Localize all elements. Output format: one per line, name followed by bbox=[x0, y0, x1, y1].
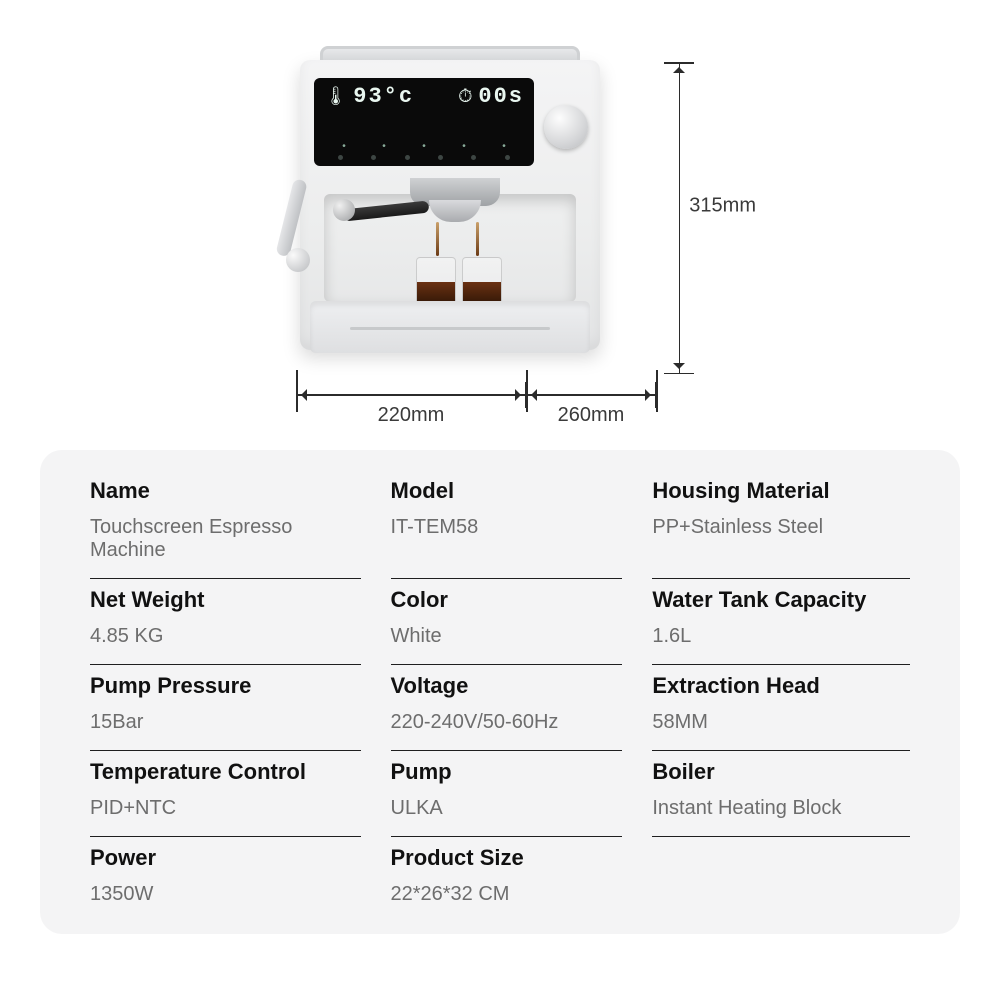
display-temperature: 🌡 93°c bbox=[324, 84, 414, 109]
espresso-machine-illustration: 🌡 93°c ⏱ 00s ••••• bbox=[300, 50, 600, 365]
display-timer-value: 00s bbox=[478, 84, 524, 109]
spec-value: 220-240V/50-60Hz bbox=[391, 711, 623, 734]
product-diagram: 🌡 93°c ⏱ 00s ••••• bbox=[0, 20, 1000, 440]
spec-value: PID+NTC bbox=[90, 797, 361, 820]
dimension-width: 220mm bbox=[296, 382, 526, 422]
spec-cell: Temperature Control PID+NTC bbox=[90, 751, 361, 837]
spec-value: PP+Stainless Steel bbox=[652, 516, 910, 539]
spec-value: 58MM bbox=[652, 711, 910, 734]
spec-label: Net Weight bbox=[90, 587, 361, 613]
display-mode-row: ••••• bbox=[324, 142, 524, 153]
spec-value: 4.85 KG bbox=[90, 625, 361, 648]
spec-value: 15Bar bbox=[90, 711, 361, 734]
spec-value: IT-TEM58 bbox=[391, 516, 623, 539]
dimension-depth-label: 260mm bbox=[526, 404, 656, 427]
shot-glass bbox=[462, 257, 502, 307]
steam-knob bbox=[544, 105, 588, 149]
spec-cell: Water Tank Capacity 1.6L bbox=[652, 579, 910, 665]
dimension-height-label: 315mm bbox=[689, 194, 756, 217]
portafilter bbox=[405, 200, 505, 240]
spec-cell: Pump Pressure 15Bar bbox=[90, 665, 361, 751]
drip-tray bbox=[310, 301, 590, 353]
spec-cell: Name Touchscreen Espresso Machine bbox=[90, 470, 361, 579]
display-timer: ⏱ 00s bbox=[458, 84, 524, 109]
spec-cell: Product Size 22*26*32 CM bbox=[391, 837, 623, 922]
spec-value: Touchscreen Espresso Machine bbox=[90, 516, 361, 562]
dimension-width-label: 220mm bbox=[296, 404, 526, 427]
spec-cell: Voltage 220-240V/50-60Hz bbox=[391, 665, 623, 751]
display-button-row bbox=[324, 155, 524, 160]
espresso-stream bbox=[476, 222, 479, 256]
spec-label: Product Size bbox=[391, 845, 623, 871]
spec-label: Boiler bbox=[652, 759, 910, 785]
spec-cell: Pump ULKA bbox=[391, 751, 623, 837]
spec-value: 1.6L bbox=[652, 625, 910, 648]
spec-value: 22*26*32 CM bbox=[391, 883, 623, 906]
spec-value: ULKA bbox=[391, 797, 623, 820]
spec-label: Pump Pressure bbox=[90, 673, 361, 699]
shot-glass bbox=[416, 257, 456, 307]
spec-cell: Model IT-TEM58 bbox=[391, 470, 623, 579]
clock-icon: ⏱ bbox=[458, 86, 474, 108]
spec-cell: Boiler Instant Heating Block bbox=[652, 751, 910, 837]
spec-label: Model bbox=[391, 478, 623, 504]
spec-label: Pump bbox=[391, 759, 623, 785]
touchscreen-display: 🌡 93°c ⏱ 00s ••••• bbox=[314, 78, 534, 166]
spec-cell: Power 1350W bbox=[90, 837, 361, 922]
spec-label: Temperature Control bbox=[90, 759, 361, 785]
spec-cell: Color White bbox=[391, 579, 623, 665]
spec-label: Power bbox=[90, 845, 361, 871]
spec-label: Color bbox=[391, 587, 623, 613]
spec-label: Housing Material bbox=[652, 478, 910, 504]
spec-value: 1350W bbox=[90, 883, 361, 906]
display-temp-value: 93°c bbox=[353, 84, 414, 109]
spec-label: Voltage bbox=[391, 673, 623, 699]
spec-cell: Net Weight 4.85 KG bbox=[90, 579, 361, 665]
spec-value: White bbox=[391, 625, 623, 648]
steam-wand-tip bbox=[286, 248, 310, 272]
dimension-height: 315mm bbox=[640, 62, 720, 374]
spec-label: Name bbox=[90, 478, 361, 504]
spec-table: Name Touchscreen Espresso Machine Model IT-… bbox=[40, 450, 960, 934]
spec-label: Water Tank Capacity bbox=[652, 587, 910, 613]
cup-warming-rail bbox=[320, 46, 580, 60]
spec-label: Extraction Head bbox=[652, 673, 910, 699]
spec-cell: Extraction Head 58MM bbox=[652, 665, 910, 751]
spec-cell: Housing Material PP+Stainless Steel bbox=[652, 470, 910, 579]
espresso-stream bbox=[436, 222, 439, 256]
spec-value: Instant Heating Block bbox=[652, 797, 910, 820]
dimension-depth: 260mm bbox=[526, 382, 656, 422]
spec-cell bbox=[652, 837, 910, 922]
thermometer-icon: 🌡 bbox=[324, 86, 349, 108]
